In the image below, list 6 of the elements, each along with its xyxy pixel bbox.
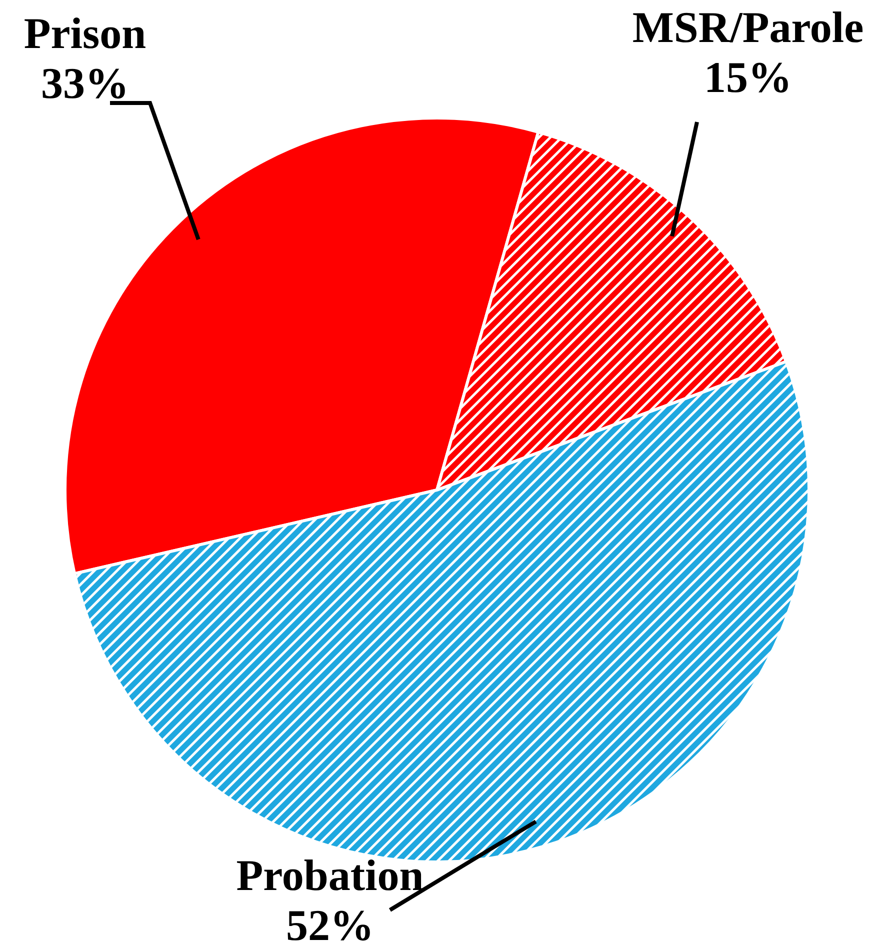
data-label: 52% [286, 901, 374, 950]
slice-label: MSR/Parole [632, 3, 864, 52]
data-label: 15% [704, 53, 792, 102]
slice-label: Prison [24, 9, 146, 58]
slice-label: Probation [236, 851, 424, 900]
data-label: 33% [41, 59, 129, 108]
